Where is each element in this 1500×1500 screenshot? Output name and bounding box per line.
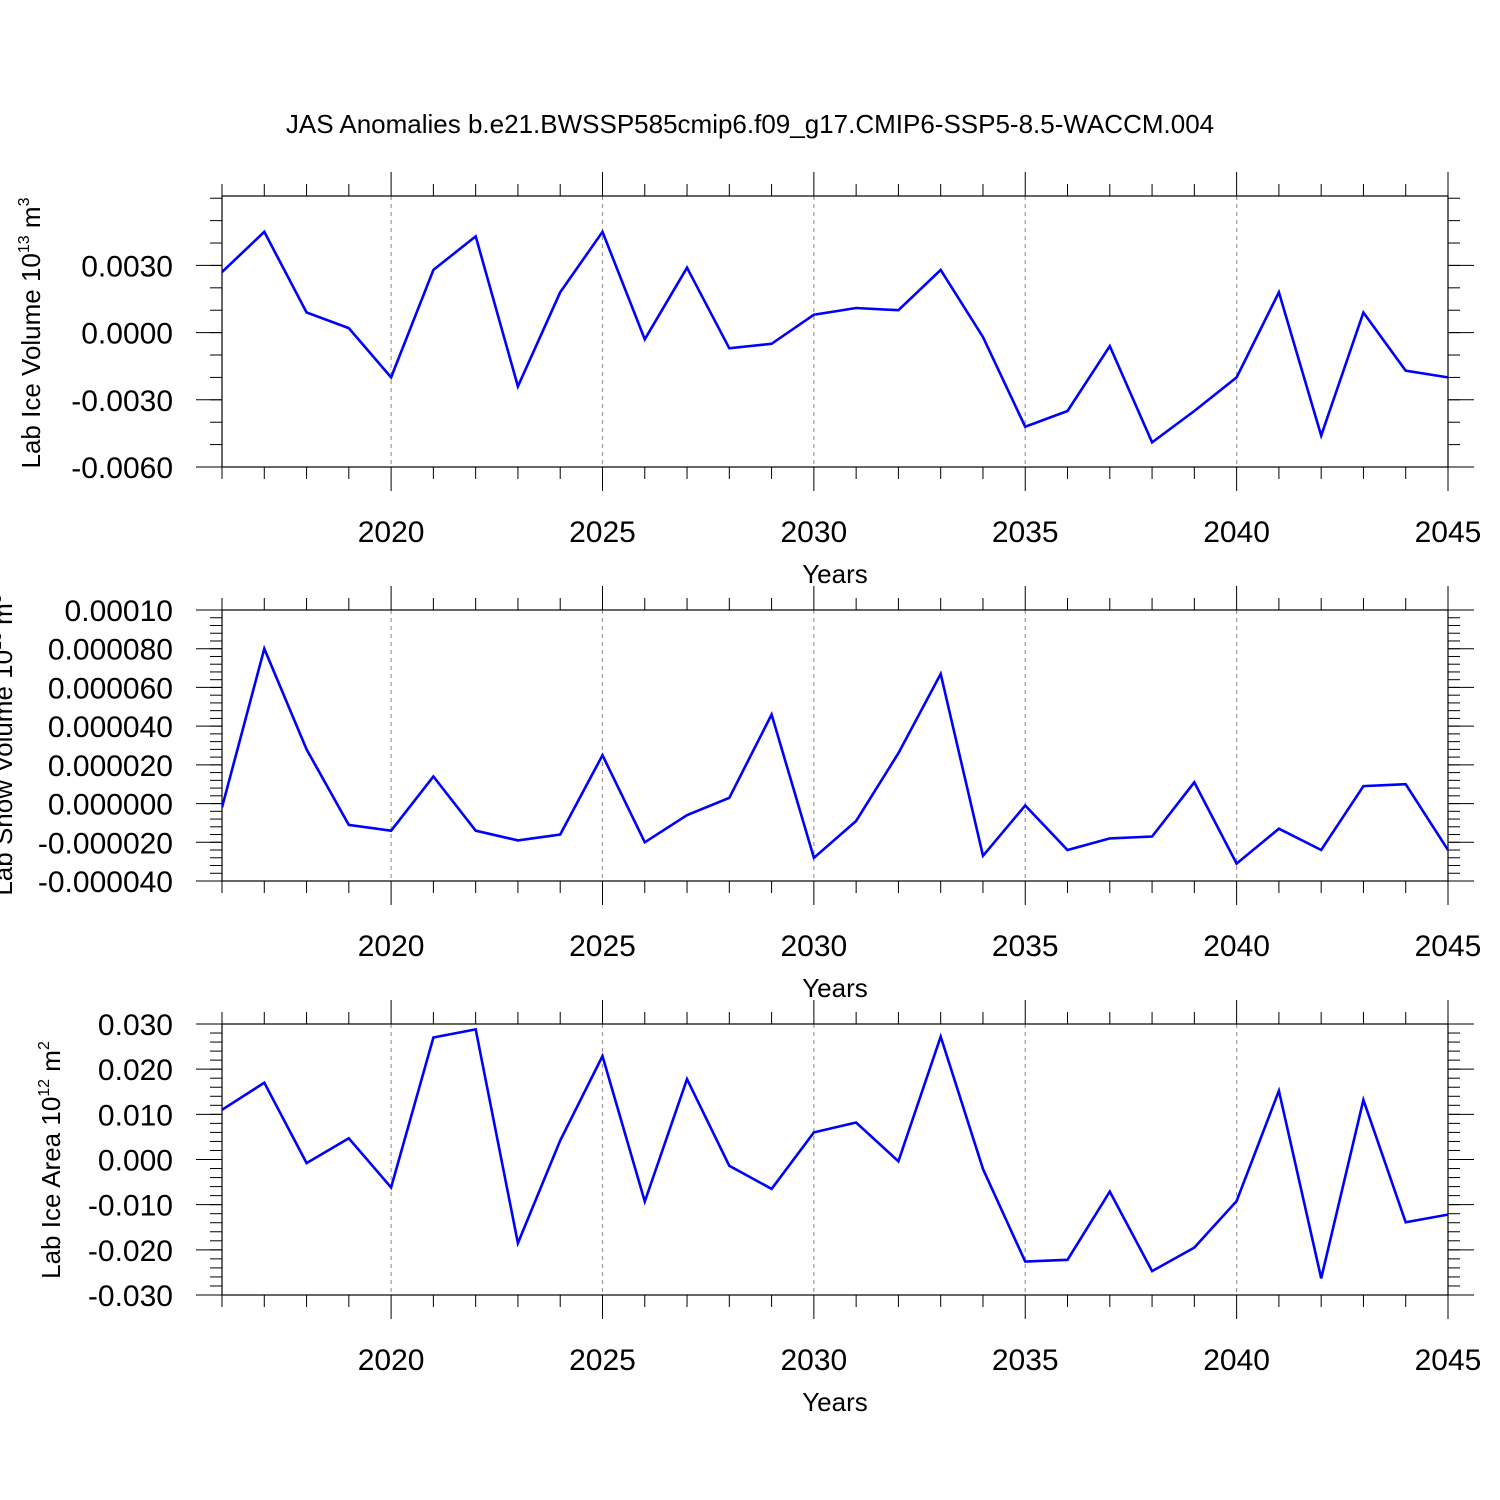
x-tick-label: 2045: [1415, 1344, 1482, 1377]
y-tick-label: 0.0030: [81, 250, 173, 283]
x-tick-label: 2035: [992, 516, 1059, 549]
y-tick-label: -0.020: [88, 1235, 173, 1268]
y-tick-label: -0.000040: [38, 866, 173, 899]
x-tick-label: 2045: [1415, 516, 1482, 549]
x-tick-label: 2025: [569, 516, 636, 549]
x-tick-label: 2025: [569, 1344, 636, 1377]
x-axis-label: Years: [802, 1387, 868, 1417]
x-tick-label: 2025: [569, 930, 636, 963]
y-tick-label: 0.00010: [65, 595, 173, 628]
y-axis-label: Lab Ice Volume 1013 m3: [16, 197, 46, 468]
y-tick-label: -0.000020: [38, 827, 173, 860]
plot-frame: [221, 1023, 1449, 1296]
y-tick-label: 0.000020: [48, 750, 173, 783]
y-tick-label: 0.010: [98, 1099, 173, 1132]
panel-ice-volume: 0.0030 0.0000 -0.0030 -0.0060 2020 2025 2030 20…: [16, 172, 1481, 589]
figure-title: JAS Anomalies b.e21.BWSSP585cmip6.f09_g1…: [286, 109, 1214, 139]
x-tick-label: 2035: [992, 930, 1059, 963]
y-tick-label: -0.0060: [71, 452, 173, 485]
x-tick-label: 2035: [992, 1344, 1059, 1377]
y-tick-label: 0.000080: [48, 634, 173, 667]
x-axis-label: Years: [802, 973, 868, 1003]
x-tick-label: 2040: [1203, 1344, 1270, 1377]
plot-frame: [221, 609, 1449, 882]
y-tick-label: -0.010: [88, 1190, 173, 1223]
chart-panels: 0.0030 0.0000 -0.0030 -0.0060 2020 2025 2030 20…: [0, 172, 1481, 1417]
y-tick-label: 0.020: [98, 1054, 173, 1087]
y-tick-label: 0.000040: [48, 711, 173, 744]
x-tick-label: 2020: [358, 516, 425, 549]
panel-snow-volume: 0.00010 0.000080 0.000060 0.000040 0.000020 0…: [0, 586, 1481, 1003]
x-tick-label: 2030: [780, 1344, 847, 1377]
x-axis-label: Years: [802, 559, 868, 589]
x-tick-label: 2040: [1203, 516, 1270, 549]
y-tick-label: 0.000000: [48, 789, 173, 822]
y-axis-label: Lab Snow Volume 1013 m3: [0, 594, 18, 895]
y-tick-label: -0.0030: [71, 385, 173, 418]
y-tick-label: -0.030: [88, 1280, 173, 1313]
y-axis-label: Lab Ice Area 1012 m2: [36, 1041, 66, 1279]
y-tick-label: 0.030: [98, 1009, 173, 1042]
series-line-ice-area: [222, 1027, 1448, 1279]
panel-ice-area: 0.030 0.020 0.010 0.000 -0.010 -0.020 -0.030 20…: [36, 1000, 1481, 1417]
x-tick-label: 2040: [1203, 930, 1270, 963]
y-tick-label: 0.000060: [48, 672, 173, 705]
x-tick-label: 2020: [358, 930, 425, 963]
y-tick-label: 0.0000: [81, 318, 173, 351]
series-line-snow-volume: [222, 644, 1448, 866]
series-line-ice-volume: [222, 229, 1448, 445]
x-tick-label: 2030: [780, 930, 847, 963]
x-tick-label: 2020: [358, 1344, 425, 1377]
y-tick-label: 0.000: [98, 1145, 173, 1178]
x-tick-label: 2045: [1415, 930, 1482, 963]
x-tick-label: 2030: [780, 516, 847, 549]
plot-frame: [221, 195, 1449, 468]
